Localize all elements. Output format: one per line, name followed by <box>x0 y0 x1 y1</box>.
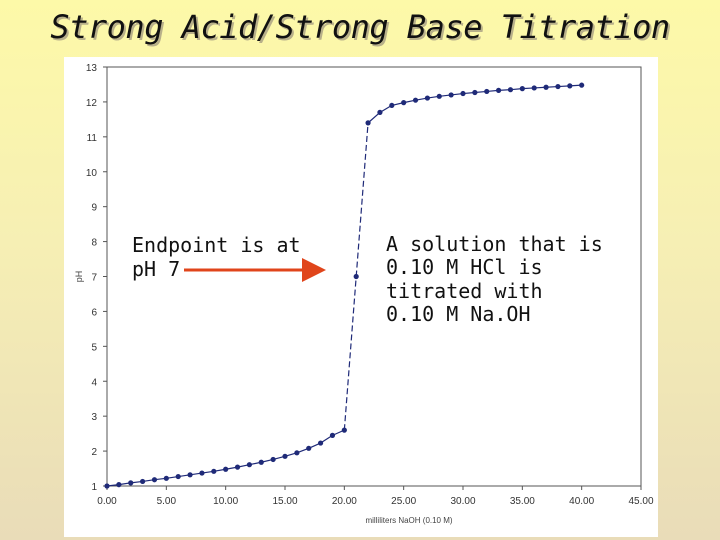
curve-segment <box>343 276 357 431</box>
y-tick-label: 8 <box>91 238 97 249</box>
data-point <box>424 95 430 101</box>
x-tick-label: 25.00 <box>391 496 416 507</box>
data-point <box>448 92 454 98</box>
y-tick-label: 3 <box>91 412 97 423</box>
y-tick-label: 2 <box>91 447 97 458</box>
solution-callout: A solution that is 0.10 M HCl is titrate… <box>386 232 603 327</box>
data-point <box>365 120 371 126</box>
data-point <box>151 477 158 483</box>
y-tick-label: 7 <box>91 273 97 284</box>
data-point <box>329 432 336 438</box>
data-point <box>258 459 264 465</box>
data-point <box>306 445 312 451</box>
data-point <box>246 462 252 468</box>
data-points <box>104 82 585 489</box>
y-tick-label: 5 <box>91 342 97 353</box>
y-axis-label: pH <box>74 271 84 283</box>
x-tick-label: 15.00 <box>272 496 297 507</box>
data-point <box>318 440 324 446</box>
data-point <box>401 100 407 106</box>
data-point <box>460 90 466 97</box>
y-tick-label: 9 <box>91 203 97 214</box>
data-point <box>175 473 181 480</box>
data-point <box>472 89 478 96</box>
endpoint-callout: Endpoint is at pH 7 <box>132 233 301 281</box>
data-point <box>163 475 169 481</box>
data-point <box>555 83 561 90</box>
data-point <box>436 93 442 99</box>
data-point <box>496 87 502 93</box>
x-tick-label: 40.00 <box>569 496 594 507</box>
data-point <box>270 456 276 463</box>
data-point <box>104 483 110 489</box>
data-point <box>412 97 419 103</box>
data-point <box>199 470 205 476</box>
x-tick-label: 35.00 <box>510 496 535 507</box>
x-axis-label: milliliters NaOH (0.10 M) <box>365 516 452 525</box>
x-tick-label: 30.00 <box>450 496 475 507</box>
data-point <box>223 466 229 472</box>
data-point <box>187 472 193 478</box>
data-point <box>531 85 537 91</box>
data-point <box>353 273 359 280</box>
data-point <box>341 427 347 433</box>
x-tick-label: 5.00 <box>157 496 177 507</box>
data-point <box>282 453 288 459</box>
data-point <box>507 87 514 93</box>
chart-panel: 1 2 3 4 5 6 7 8 9 10 11 12 13 0.00 5.00 10.00 15.00 20.00… <box>64 57 658 537</box>
data-point <box>234 464 241 470</box>
y-tick-label: 1 <box>91 482 97 493</box>
x-tick-label: 45.00 <box>628 496 653 507</box>
data-point <box>484 88 490 95</box>
data-point <box>377 109 383 115</box>
x-tick-label: 20.00 <box>332 496 357 507</box>
curve-segment <box>367 111 381 124</box>
y-tick-label: 6 <box>91 307 97 318</box>
data-point <box>519 86 525 92</box>
data-point <box>567 83 573 89</box>
data-point <box>543 84 549 90</box>
y-tick-label: 4 <box>91 377 97 388</box>
x-tick-label: 0.00 <box>97 496 117 507</box>
slide-title: Strong Acid/Strong Base Titration <box>50 8 670 46</box>
y-tick-label: 10 <box>86 168 98 179</box>
y-tick-label: 11 <box>87 133 98 144</box>
data-point <box>294 450 300 456</box>
data-point <box>128 480 134 486</box>
curve-segment <box>355 122 369 277</box>
y-tick-label: 12 <box>86 98 98 109</box>
y-tick-label: 13 <box>86 63 98 74</box>
data-point <box>211 468 217 474</box>
data-point <box>579 82 585 88</box>
data-point <box>140 478 146 485</box>
x-tick-label: 10.00 <box>213 496 238 507</box>
data-point <box>116 482 122 488</box>
data-point <box>389 102 395 109</box>
